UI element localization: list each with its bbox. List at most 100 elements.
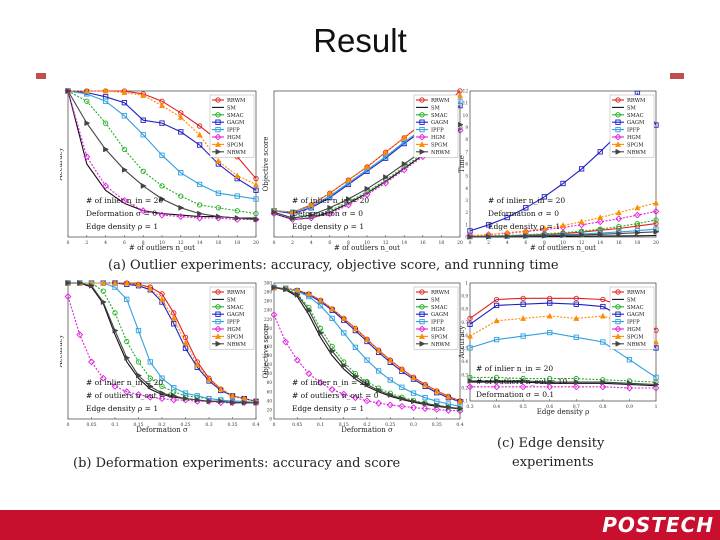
panel-b2-legend-label: IPFP bbox=[431, 320, 444, 326]
panel-a1-point-ipfp bbox=[215, 190, 222, 196]
panel-b1-point-spgm bbox=[194, 361, 201, 368]
panel-a2-point-spgm bbox=[401, 134, 408, 141]
panel-b2-point-hgm bbox=[421, 405, 429, 413]
panel-a3-point-spgm bbox=[578, 218, 585, 225]
panel-a2-point-spgm bbox=[289, 208, 296, 215]
panel-a3-ytick-label: 9 bbox=[465, 125, 468, 130]
slide-title: Result bbox=[313, 22, 407, 59]
panel-b2-point-nrwm bbox=[387, 391, 394, 398]
panel-a3-legend-label: GAGM bbox=[627, 120, 645, 126]
panel-a3-ytick-label: 3 bbox=[465, 198, 468, 203]
panel-c-point-rrwm bbox=[573, 295, 579, 301]
panel-a2-legend-label: RRWM bbox=[431, 98, 450, 104]
panel-a3-xtick-label: 20 bbox=[653, 240, 659, 246]
panel-a1-series-ipfp bbox=[67, 90, 257, 200]
panel-c-point-spgm bbox=[599, 312, 606, 319]
panel-a3-ytick-label: 11 bbox=[463, 101, 469, 106]
panel-b1-point-nrwm bbox=[136, 372, 143, 379]
panel-a1-point-nrwm bbox=[234, 215, 241, 222]
panel-a2-legend-marker bbox=[418, 141, 426, 147]
panel-a1-legend-marker bbox=[214, 133, 222, 141]
panel-b1-point-spgm bbox=[147, 285, 154, 291]
panel-a1-xtick-label: 2 bbox=[85, 240, 88, 246]
chart-figure: (a) Outlier experiments: accuracy, objec… bbox=[56, 87, 660, 471]
panel-a3-ytick-label: 10 bbox=[463, 113, 469, 118]
panel-c-legend-label: NRWM bbox=[627, 342, 647, 348]
panel-b1-xtick-label: 0 bbox=[67, 422, 70, 428]
panel-b1-annotation: # of outliers n_out = 0 bbox=[86, 391, 173, 400]
panel-b2-point-nrwm bbox=[457, 405, 464, 412]
panel-b2-ytick-label: 280 bbox=[264, 290, 272, 295]
panel-b1-legend-marker bbox=[215, 304, 221, 310]
panel-a1-legend-label: GAGM bbox=[227, 120, 245, 126]
panel-a1-point-rrwm bbox=[253, 175, 259, 182]
panel-a3-annotation: # of inlier n_in = 20 bbox=[488, 196, 565, 205]
panel-a1-point-ipfp bbox=[196, 181, 203, 188]
panel-a3-point-gagm bbox=[597, 149, 603, 155]
panel-a2-xtick-label: 4 bbox=[310, 240, 313, 246]
panel-b2-xtick-label: 0.3 bbox=[410, 422, 417, 428]
panel-c-point-spgm bbox=[652, 338, 660, 345]
panel-b2-point-nrwm bbox=[411, 398, 418, 405]
panel-b1-ylabel: Accuracy bbox=[60, 335, 64, 369]
panel-a3-point-hgm bbox=[596, 218, 604, 226]
panel-a1-point-smac bbox=[121, 146, 128, 153]
panel-b2-point-hgm bbox=[351, 394, 359, 402]
panel-c-series-sm bbox=[470, 381, 657, 387]
panel-a1-point-ipfp bbox=[102, 98, 109, 104]
panel-c-point-hgm bbox=[493, 383, 501, 391]
panel-a2-point-spgm bbox=[308, 201, 315, 208]
panel-c-legend-marker bbox=[615, 340, 622, 347]
panel-b1-point-nrwm bbox=[112, 327, 119, 334]
panel-b1-xtick-label: 0.05 bbox=[86, 422, 96, 428]
panel-b2-legend-label: HGM bbox=[431, 327, 446, 333]
panel-b2-series-hgm bbox=[273, 314, 461, 412]
title-accent-left bbox=[36, 73, 46, 79]
panel-c-point-ipfp bbox=[520, 333, 526, 339]
panel-c-point-rrwm bbox=[520, 295, 526, 301]
panel-a3-point-nrwm bbox=[560, 232, 567, 239]
panel-a2-xtick-label: 2 bbox=[291, 240, 294, 246]
panel-a3-point-spgm bbox=[522, 227, 529, 234]
panel-a3-point-gagm bbox=[504, 214, 510, 221]
panel-a3-ytick-label: 7 bbox=[465, 149, 468, 154]
panel-a1-legend-label: SM bbox=[227, 105, 237, 111]
panel-b2-legend-marker bbox=[419, 318, 425, 325]
panel-b1-legend-label: NRWM bbox=[227, 342, 247, 348]
panel-a3-point-smac bbox=[634, 220, 641, 227]
panel-a3-xtick-label: 2 bbox=[487, 240, 490, 246]
panel-a1-point-smac bbox=[84, 98, 90, 104]
panel-a1-legend-marker bbox=[214, 141, 222, 147]
panel-a2-point-nrwm bbox=[345, 196, 352, 203]
panel-b1-series-smac bbox=[68, 282, 257, 404]
panel-a1-point-spgm bbox=[140, 92, 147, 98]
panel-b1-legend-label: RRWM bbox=[227, 290, 246, 296]
panel-b1-point-smac bbox=[147, 375, 153, 381]
panel-a1-point-spgm bbox=[234, 172, 241, 179]
panel-a3-ylabel: Time bbox=[458, 155, 466, 173]
panel-a3-point-spgm bbox=[541, 225, 548, 231]
panel-b2-point-hgm bbox=[398, 402, 406, 410]
panel-a2-legend-marker bbox=[419, 112, 425, 118]
panel-b1-point-nrwm bbox=[147, 383, 154, 390]
panel-a1-point-hgm bbox=[158, 211, 166, 219]
panel-b2-point-nrwm bbox=[306, 307, 313, 314]
panel-a3-annotation: Edge density ρ = 1 bbox=[488, 222, 560, 231]
panel-a3-point-spgm bbox=[615, 209, 622, 216]
panel-a3-legend-marker bbox=[614, 141, 622, 147]
panel-c-ytick-label: 0.7 bbox=[461, 320, 468, 325]
panel-b1-legend-label: IPFP bbox=[227, 320, 240, 326]
panel-a2-legend-marker bbox=[419, 97, 425, 103]
panel-b2-legend-label: SMAC bbox=[431, 305, 448, 311]
panel-a3-point-gagm bbox=[560, 180, 566, 187]
panel-c-point-ipfp bbox=[626, 357, 633, 363]
panel-a3-xtick-label: 12 bbox=[579, 240, 585, 246]
panel-b1-point-spgm bbox=[170, 315, 177, 321]
panel-b2-ytick-label: 140 bbox=[264, 353, 272, 358]
panel-c-legend-label: RRWM bbox=[627, 290, 646, 296]
panel-b1-point-nrwm bbox=[218, 398, 225, 405]
panel-a2-point-nrwm bbox=[401, 160, 408, 168]
panel-a3-xtick-label: 8 bbox=[543, 240, 546, 246]
panel-b2-point-nrwm bbox=[364, 381, 371, 388]
panel-c-point-gagm bbox=[467, 321, 473, 327]
